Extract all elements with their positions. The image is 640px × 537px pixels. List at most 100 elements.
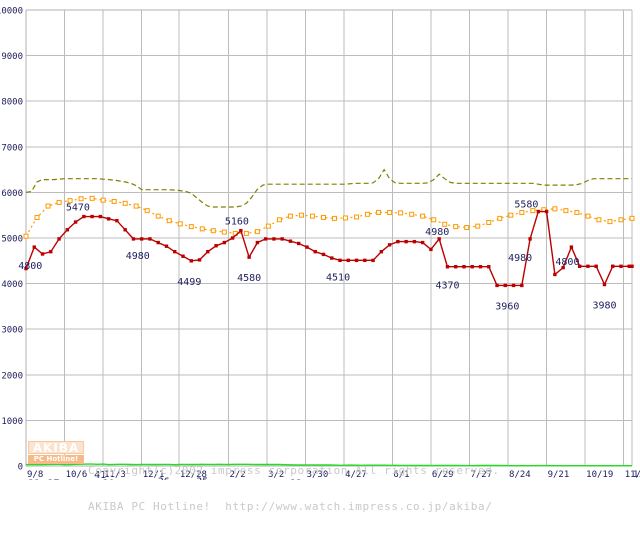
- data-point-label: 4499: [177, 277, 201, 288]
- series-marker-avg-price: [564, 209, 568, 213]
- series-marker-avg-price: [597, 218, 601, 222]
- series-marker-avg-price: [57, 200, 61, 204]
- x-axis-tick-label: 7/27: [470, 470, 492, 480]
- series-marker-min-price: [446, 265, 449, 268]
- x-axis-tick-label: 11/22: [633, 470, 640, 480]
- series-marker-avg-price: [619, 218, 623, 222]
- x-axis-tick-label: 3/30: [307, 470, 329, 480]
- series-marker-min-price: [504, 284, 507, 287]
- series-marker-min-price: [462, 265, 465, 268]
- series-marker-min-price: [594, 265, 597, 268]
- series-marker-avg-price: [366, 212, 370, 216]
- y-axis-tick-label: 5000: [1, 235, 23, 245]
- series-marker-avg-price: [608, 220, 612, 224]
- series-marker-min-price: [157, 241, 160, 244]
- series-marker-min-price: [371, 259, 374, 262]
- series-marker-min-price: [520, 284, 523, 287]
- series-marker-avg-price: [156, 214, 160, 218]
- series-marker-min-price: [487, 265, 490, 268]
- series-marker-avg-price: [520, 210, 524, 214]
- series-marker-min-price: [553, 273, 556, 276]
- y-axis-tick-label: 0: [18, 463, 23, 473]
- series-marker-min-price: [512, 284, 515, 287]
- series-marker-avg-price: [377, 210, 381, 214]
- series-marker-min-price: [454, 265, 457, 268]
- series-marker-min-price: [115, 219, 118, 222]
- series-marker-min-price: [380, 250, 383, 253]
- x-axis-tick-label: 2/2: [229, 470, 245, 480]
- series-marker-min-price: [528, 237, 531, 240]
- x-axis-tick-label: 4/27: [345, 470, 367, 480]
- series-marker-min-price: [338, 259, 341, 262]
- series-marker-min-price: [363, 259, 366, 262]
- series-marker-min-price: [214, 244, 217, 247]
- series-marker-min-price: [190, 259, 193, 262]
- series-marker-min-price: [247, 255, 250, 258]
- y-axis-tick-label: 9000: [1, 52, 23, 62]
- data-point-label: 4370: [435, 281, 459, 292]
- series-marker-min-price: [314, 250, 317, 253]
- series-marker-min-price: [239, 229, 242, 232]
- series-marker-avg-price: [35, 215, 39, 219]
- series-marker-avg-price: [123, 201, 127, 205]
- series-marker-min-price: [421, 241, 424, 244]
- y-axis-tick-label: 2000: [1, 371, 23, 381]
- series-marker-avg-price: [399, 211, 403, 215]
- series-marker-avg-price: [112, 200, 116, 204]
- series-marker-avg-price: [266, 224, 270, 228]
- series-marker-min-price: [289, 239, 292, 242]
- series-marker-min-price: [471, 265, 474, 268]
- series-marker-avg-price: [498, 216, 502, 220]
- series-marker-min-price: [611, 265, 614, 268]
- price-history-chart: 0100020003000400050006000700080009000100…: [0, 0, 640, 480]
- series-marker-avg-price: [46, 204, 50, 208]
- y-axis-tick-label: 1000: [1, 417, 23, 427]
- series-marker-min-price: [586, 265, 589, 268]
- series-marker-min-price: [413, 240, 416, 243]
- series-marker-min-price: [322, 253, 325, 256]
- data-point-label: 4800: [18, 261, 42, 272]
- series-marker-avg-price: [487, 220, 491, 224]
- series-marker-avg-price: [299, 213, 303, 217]
- y-axis-tick-label: 3000: [1, 326, 23, 336]
- data-point-label: 5580: [514, 200, 538, 211]
- data-point-label: 35: [196, 476, 208, 480]
- series-marker-min-price: [90, 215, 93, 218]
- series-marker-avg-price: [432, 218, 436, 222]
- series-marker-min-price: [198, 258, 201, 261]
- series-marker-avg-price: [178, 222, 182, 226]
- series-marker-min-price: [165, 245, 168, 248]
- series-line-shop-count: [26, 464, 632, 466]
- x-axis-tick-label: 3/2: [268, 470, 284, 480]
- series-marker-min-price: [49, 250, 52, 253]
- series-marker-min-price: [74, 220, 77, 223]
- series-marker-min-price: [280, 237, 283, 240]
- series-marker-min-price: [429, 248, 432, 251]
- series-line-max-price: [26, 170, 632, 207]
- series-marker-min-price: [57, 237, 60, 240]
- series-marker-min-price: [603, 283, 606, 286]
- series-marker-min-price: [272, 237, 275, 240]
- data-point-label: 36: [158, 476, 170, 480]
- series-marker-min-price: [495, 284, 498, 287]
- series-marker-min-price: [396, 240, 399, 243]
- data-point-label: 4800: [555, 257, 579, 268]
- data-point-label: 4980: [126, 251, 150, 262]
- series-marker-min-price: [132, 237, 135, 240]
- series-marker-avg-price: [24, 234, 28, 238]
- copyright-line-2: AKIBA PC Hotline! http://www.watch.impre…: [88, 501, 500, 513]
- y-axis-tick-label: 7000: [1, 143, 23, 153]
- series-marker-avg-price: [465, 226, 469, 230]
- series-marker-avg-price: [134, 204, 138, 208]
- data-point-label: 3960: [495, 301, 519, 312]
- series-marker-avg-price: [200, 227, 204, 231]
- series-marker-avg-price: [222, 230, 226, 234]
- series-marker-avg-price: [388, 210, 392, 214]
- series-marker-avg-price: [211, 229, 215, 233]
- data-point-label: 5160: [225, 217, 249, 228]
- series-marker-min-price: [630, 265, 633, 268]
- x-axis-tick-label: 10/19: [586, 470, 613, 480]
- series-marker-min-price: [404, 240, 407, 243]
- x-axis-tick-label: 6/29: [432, 470, 454, 480]
- data-point-label: 3980: [592, 301, 616, 312]
